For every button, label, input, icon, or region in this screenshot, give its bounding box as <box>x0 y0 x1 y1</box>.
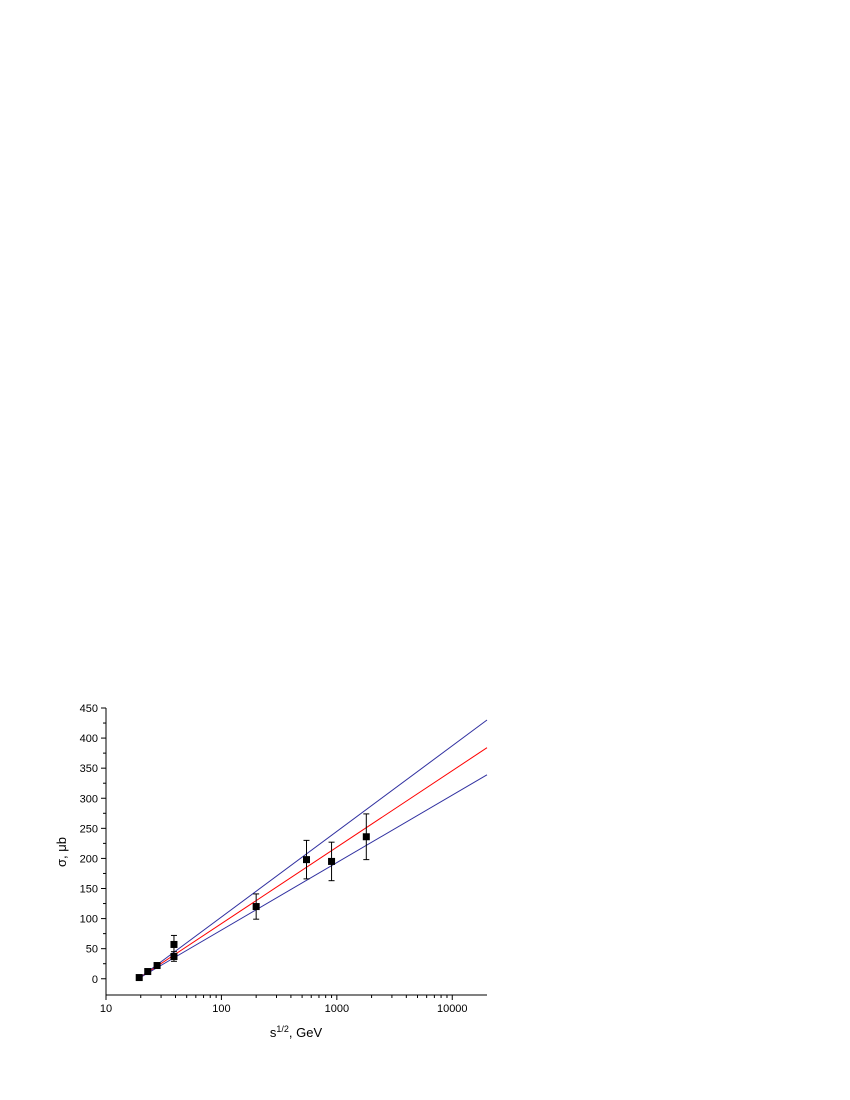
x-tick-label: 10000 <box>437 1003 468 1015</box>
fit-line <box>137 774 488 980</box>
data-point <box>153 962 161 970</box>
y-tick-label: 350 <box>80 763 98 775</box>
y-tick-label: 450 <box>80 703 98 715</box>
y-tick-label: 200 <box>80 853 98 865</box>
x-tick-label: 1000 <box>325 1003 349 1015</box>
y-axis-label: σ, μb <box>54 837 69 867</box>
y-tick-label: 250 <box>80 823 98 835</box>
fit-line <box>137 747 488 980</box>
x-tick-label: 10 <box>100 1003 112 1015</box>
data-point <box>144 968 152 976</box>
y-tick-label: 100 <box>80 914 98 926</box>
data-point <box>328 857 336 865</box>
x-label-sup: 1/2 <box>276 1024 289 1034</box>
y-tick-label: 50 <box>86 944 98 956</box>
x-label-rest: , GeV <box>289 1025 323 1040</box>
fit-line <box>137 719 488 980</box>
x-axis-label: s1/2, GeV <box>270 1024 323 1040</box>
data-point <box>170 952 178 960</box>
data-point <box>362 833 370 841</box>
y-tick-label: 0 <box>92 974 98 986</box>
data-point <box>252 903 260 911</box>
y-tick-label: 150 <box>80 884 98 896</box>
data-point <box>135 974 143 982</box>
x-label-base: s <box>270 1025 277 1040</box>
y-tick-label: 300 <box>80 793 98 805</box>
data-point <box>170 940 178 948</box>
y-tick-label: 400 <box>80 733 98 745</box>
data-point <box>303 856 311 864</box>
x-tick-label: 100 <box>212 1003 230 1015</box>
